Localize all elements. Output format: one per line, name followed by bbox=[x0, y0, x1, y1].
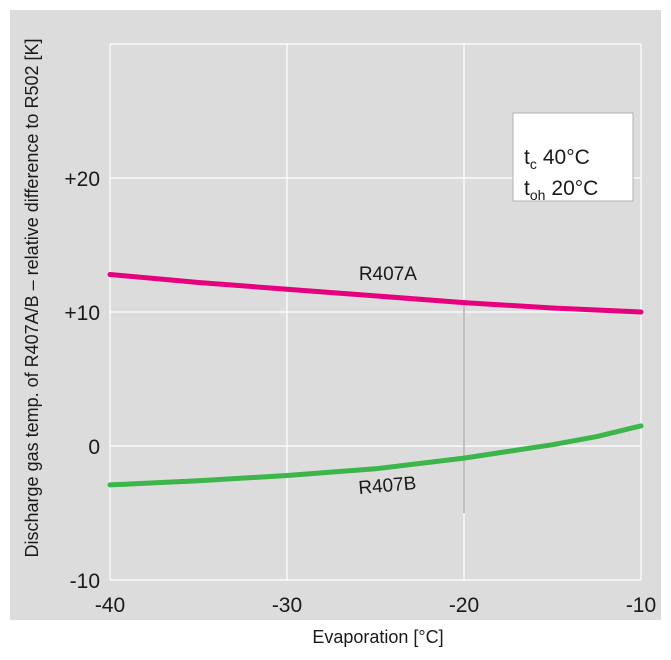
y-tick-label: -10 bbox=[70, 570, 100, 593]
tick-labels: -40 -30 -20 -10 -10 0 +10 +20 bbox=[64, 168, 656, 617]
series-label-r407b: R407B bbox=[358, 473, 418, 499]
x-tick-label: -10 bbox=[626, 594, 656, 617]
y-tick-label: +10 bbox=[64, 302, 100, 325]
x-axis-label: Evaporation [°C] bbox=[312, 627, 443, 647]
conditions-row: toh 20°C bbox=[524, 177, 598, 203]
conditions-box: tc 40°C toh 20°C bbox=[512, 112, 634, 203]
chart-background bbox=[10, 10, 661, 620]
conditions-row: tc 40°C bbox=[524, 146, 590, 172]
y-tick-label: +20 bbox=[64, 168, 100, 191]
series-label-r407a: R407A bbox=[359, 264, 417, 285]
series-line-r407a bbox=[107, 272, 644, 315]
grid bbox=[109, 43, 642, 581]
x-tick-label: -40 bbox=[95, 594, 125, 617]
x-tick-label: -30 bbox=[272, 594, 302, 617]
y-tick-label: 0 bbox=[88, 436, 100, 459]
series-line-r407b bbox=[107, 423, 644, 488]
x-tick-label: -20 bbox=[449, 594, 479, 617]
series-layer: R407A R407B bbox=[107, 264, 644, 499]
y-axis-label: Discharge gas temp. of R407A/B – relativ… bbox=[22, 39, 42, 558]
conditions-box-frame bbox=[512, 112, 634, 202]
